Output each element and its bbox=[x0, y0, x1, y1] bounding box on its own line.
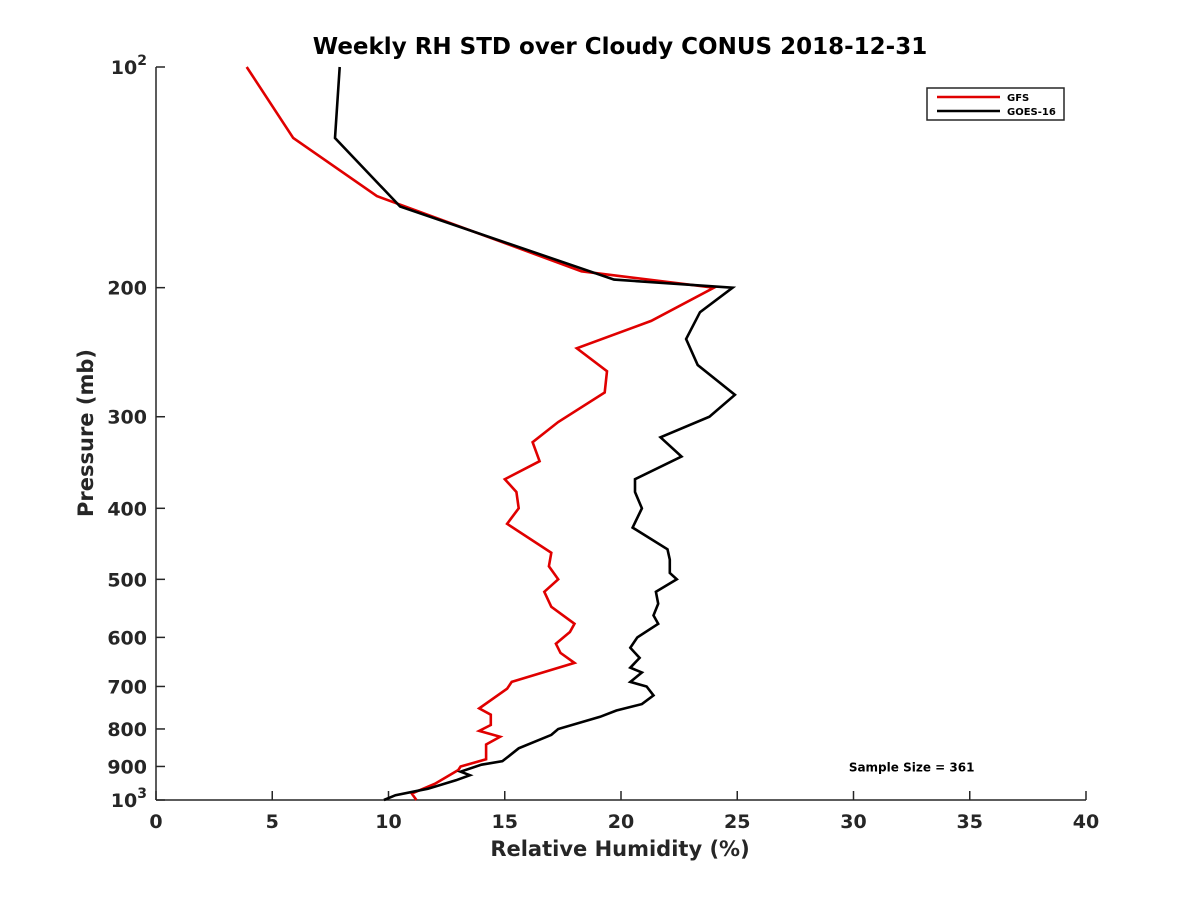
x-tick-label: 20 bbox=[608, 811, 634, 833]
x-axis-ticks: 0 5 10 15 20 25 30 35 40 bbox=[149, 791, 1099, 833]
y-tick-label: 102 bbox=[111, 53, 147, 79]
x-tick-label: 25 bbox=[724, 811, 750, 833]
y-axis-ticks: 102 200 300 400 500 600 700 800 900 103 bbox=[107, 53, 165, 812]
y-tick-label: 600 bbox=[107, 627, 147, 649]
chart-title: Weekly RH STD over Cloudy CONUS 2018-12-… bbox=[313, 34, 927, 60]
legend: GFS GOES-16 bbox=[926, 87, 1065, 121]
x-axis-label: Relative Humidity (%) bbox=[490, 837, 749, 861]
x-tick-label: 15 bbox=[492, 811, 518, 833]
sample-size-annotation: Sample Size = 361 bbox=[849, 760, 975, 774]
legend-box bbox=[926, 87, 1065, 121]
y-tick-label: 400 bbox=[107, 498, 147, 520]
legend-label-gfs: GFS bbox=[1007, 93, 1029, 104]
y-tick-label: 700 bbox=[107, 676, 147, 698]
series-layer bbox=[245, 66, 737, 802]
y-axis-label: Pressure (mb) bbox=[74, 349, 98, 517]
y-tick-label: 103 bbox=[111, 786, 147, 812]
series-line-goes-16 bbox=[333, 66, 737, 802]
annotations: Sample Size = 361 bbox=[849, 760, 975, 774]
y-tick-label: 800 bbox=[107, 719, 147, 741]
y-tick-label: 300 bbox=[107, 407, 147, 429]
x-tick-label: 30 bbox=[840, 811, 866, 833]
x-tick-label: 5 bbox=[266, 811, 279, 833]
x-tick-label: 35 bbox=[957, 811, 983, 833]
x-tick-label: 10 bbox=[375, 811, 401, 833]
legend-label-goes-16: GOES-16 bbox=[1007, 107, 1056, 118]
series-line-gfs bbox=[245, 66, 719, 801]
y-tick-label: 900 bbox=[107, 756, 147, 778]
x-tick-label: 40 bbox=[1073, 811, 1099, 833]
y-tick-label: 500 bbox=[107, 569, 147, 591]
y-tick-label: 200 bbox=[107, 278, 147, 300]
x-tick-label: 0 bbox=[149, 811, 162, 833]
